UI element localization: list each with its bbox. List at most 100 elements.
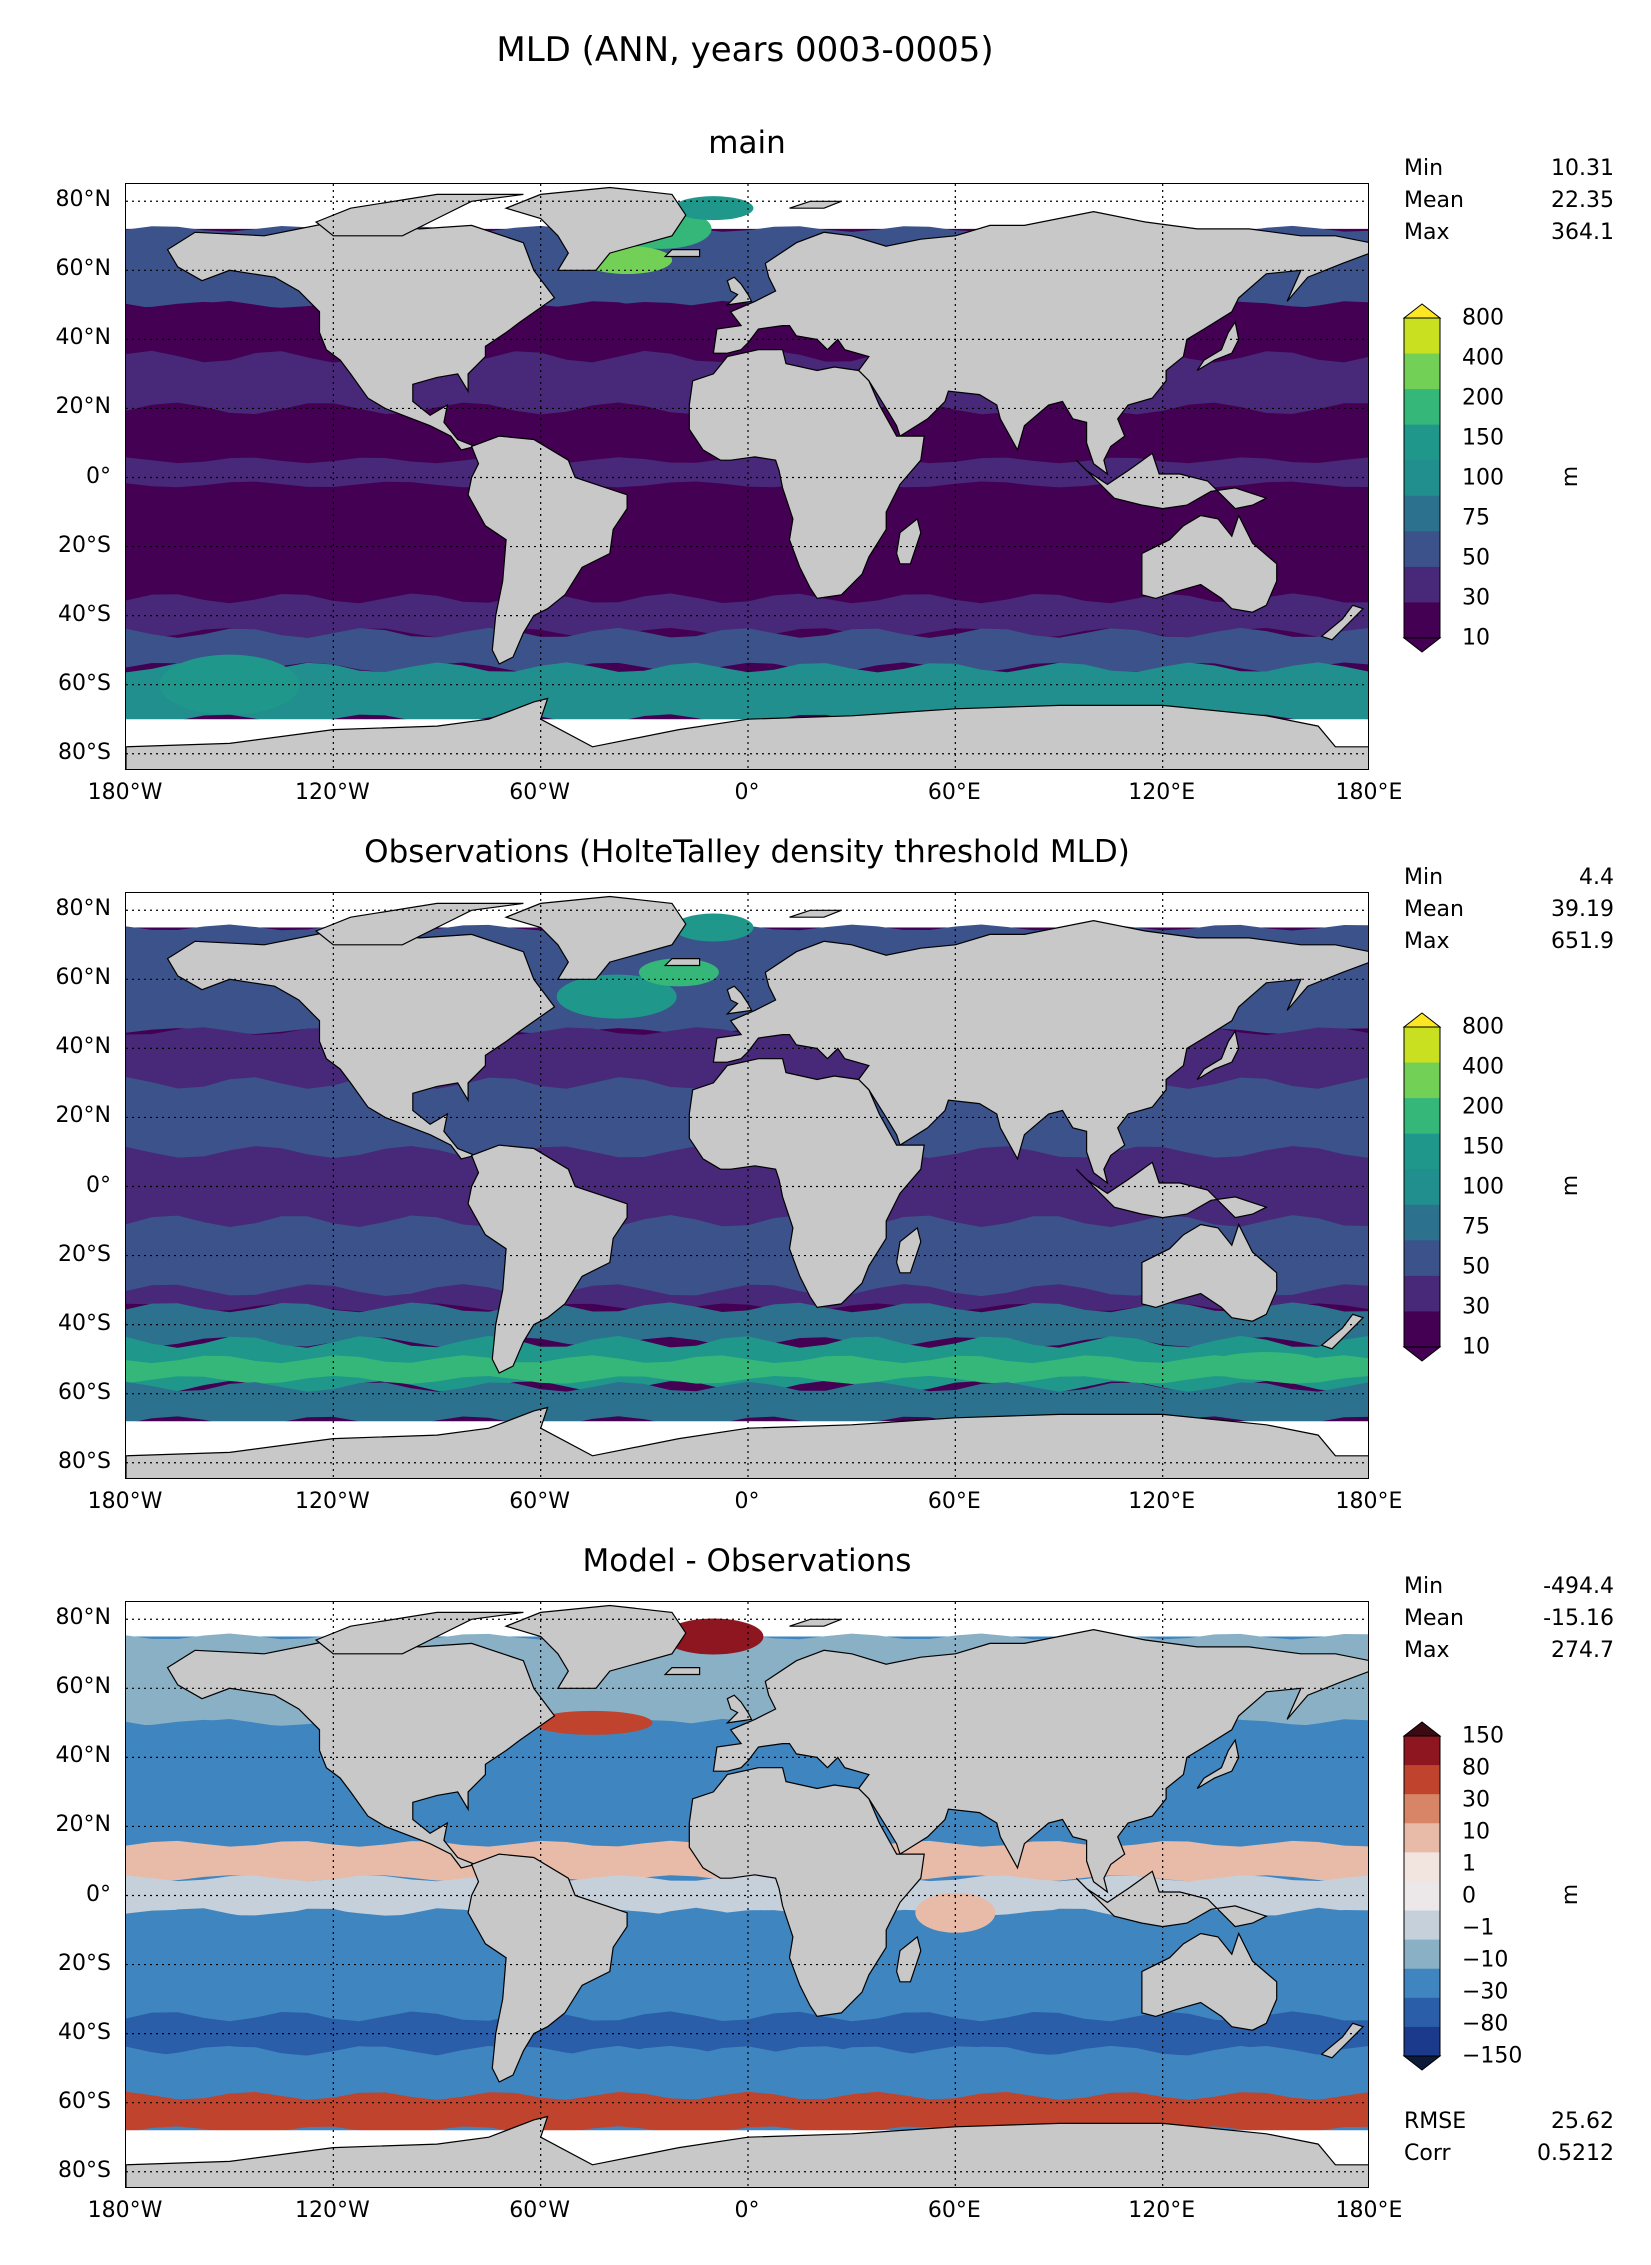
colorbar-segment xyxy=(1404,1133,1440,1170)
colorbar-tick-label: −80 xyxy=(1462,2011,1509,2037)
colorbar-tick-label: 400 xyxy=(1462,345,1504,371)
colorbar-tick-label: 200 xyxy=(1462,1094,1504,1120)
longitude-tick-label: 120°E xyxy=(1128,780,1196,805)
longitude-tick-label: 0° xyxy=(734,1489,760,1514)
field-band xyxy=(126,627,1368,673)
colorbar-segment xyxy=(1404,602,1440,639)
stat-label: Mean xyxy=(1404,188,1464,213)
land-arctic_isl xyxy=(314,193,524,237)
stat-value: 39.19 xyxy=(1551,897,1614,922)
latitude-tick-label: 80°S xyxy=(58,2157,111,2183)
land-japan xyxy=(1196,1029,1240,1081)
colorbar-segment xyxy=(1404,1098,1440,1135)
colorbar-tick-label: 10 xyxy=(1462,625,1490,651)
stat-value: 651.9 xyxy=(1551,929,1614,954)
latitude-tick-label: 20°S xyxy=(58,1241,111,1267)
land-indonesia xyxy=(1075,452,1268,510)
stat-label: Min xyxy=(1404,865,1444,890)
land-antarctica xyxy=(126,2115,1368,2187)
land-australia xyxy=(1141,513,1278,613)
land-namerica xyxy=(166,930,556,1160)
stat-value: 4.4 xyxy=(1579,865,1614,890)
map-canvas xyxy=(126,893,1368,1478)
colorbar-segment xyxy=(1404,495,1440,532)
stats-block: Min -494.4 Mean -15.16 Max 274.7 xyxy=(1404,1571,1614,1667)
land-arctic_isl xyxy=(314,1611,524,1655)
land-iceland xyxy=(663,1666,701,1676)
colorbar xyxy=(1402,1721,1442,2071)
stat-label: Max xyxy=(1404,929,1450,954)
longitude-tick-label: 60°E xyxy=(927,2198,981,2223)
land-africa xyxy=(688,349,925,600)
colorbar-over-extension xyxy=(1402,1721,1442,1737)
land-eurasia xyxy=(712,210,1368,476)
colorbar-segment xyxy=(1404,1736,1440,1766)
stat-label: Max xyxy=(1404,220,1450,245)
field-patch xyxy=(673,913,754,942)
colorbar-segment xyxy=(1404,318,1440,355)
land-namerica xyxy=(166,221,556,451)
colorbar-tick-label: 80 xyxy=(1462,1755,1490,1781)
colorbar xyxy=(1402,303,1442,653)
colorbar-tick-label: 800 xyxy=(1462,1014,1504,1040)
colorbar-segment xyxy=(1404,1275,1440,1312)
latitude-tick-label: 80°N xyxy=(55,187,111,213)
latitude-tick-label: 60°N xyxy=(55,965,111,991)
latitude-tick-label: 60°N xyxy=(55,256,111,282)
panel-title: main xyxy=(708,125,786,161)
longitude-tick-label: 180°W xyxy=(87,1489,163,1514)
colorbar-segment xyxy=(1404,1881,1440,1912)
field-band xyxy=(126,2045,1368,2101)
land-uk xyxy=(725,985,753,1015)
land-madagascar xyxy=(895,517,922,565)
figure-title: MLD (ANN, years 0003-0005) xyxy=(496,30,994,70)
longitude-tick-label: 180°E xyxy=(1335,780,1403,805)
stat-row: RMSE 25.62 xyxy=(1404,2106,1614,2138)
colorbar-segment xyxy=(1404,2026,1440,2057)
stat-label: Mean xyxy=(1404,897,1464,922)
latitude-tick-label: 80°N xyxy=(55,1605,111,1631)
colorbar-segment xyxy=(1404,1204,1440,1241)
longitude-tick-label: 0° xyxy=(734,2198,760,2223)
longitude-tick-label: 120°W xyxy=(294,2198,370,2223)
colorbar-segment xyxy=(1404,1852,1440,1882)
stat-row: Mean 22.35 xyxy=(1404,185,1614,217)
longitude-tick-label: 180°E xyxy=(1335,2198,1403,2223)
land-samerica xyxy=(467,1144,628,1374)
land-eurasia xyxy=(712,1628,1368,1894)
colorbar-tick-label: 100 xyxy=(1462,465,1504,491)
field-patch xyxy=(663,1618,764,1655)
stat-row: Min -494.4 xyxy=(1404,1571,1614,1603)
colorbar-tick-label: 30 xyxy=(1462,1294,1490,1320)
field-band xyxy=(126,1355,1368,1384)
field-band xyxy=(126,457,1368,488)
colorbar-under-extension xyxy=(1402,1346,1442,1362)
colorbar-segment xyxy=(1404,1765,1440,1795)
land-africa xyxy=(688,1058,925,1309)
latitude-tick-label: 20°N xyxy=(55,1103,111,1129)
colorbar-tick-label: 75 xyxy=(1462,1214,1490,1240)
land-iceland xyxy=(663,957,701,967)
colorbar-segment xyxy=(1404,531,1440,568)
colorbar-tick-label: 30 xyxy=(1462,1787,1490,1813)
longitude-tick-label: 120°E xyxy=(1128,1489,1196,1514)
stat-value: -15.16 xyxy=(1543,1606,1614,1631)
colorbar-tick-label: 400 xyxy=(1462,1054,1504,1080)
colorbar-tick-label: 0 xyxy=(1462,1883,1476,1909)
stat-row: Max 364.1 xyxy=(1404,217,1614,249)
stat-label: Corr xyxy=(1404,2141,1451,2166)
colorbar-tick-label: 200 xyxy=(1462,385,1504,411)
latitude-tick-label: 40°S xyxy=(58,1310,111,1336)
latitude-tick-label: 40°S xyxy=(58,2019,111,2045)
map-panel xyxy=(125,892,1369,1479)
colorbar-tick-label: −30 xyxy=(1462,1979,1509,2005)
land-greenland xyxy=(504,186,687,271)
stat-row: Mean -15.16 xyxy=(1404,1603,1614,1635)
stat-value: 0.5212 xyxy=(1537,2141,1614,2166)
colorbar-segment xyxy=(1404,1910,1440,1941)
colorbar-segment xyxy=(1404,1169,1440,1206)
colorbar-tick-label: 800 xyxy=(1462,305,1504,331)
land-newzealand xyxy=(1320,1313,1365,1350)
latitude-tick-label: 60°S xyxy=(58,1379,111,1405)
latitude-tick-label: 40°N xyxy=(55,1743,111,1769)
